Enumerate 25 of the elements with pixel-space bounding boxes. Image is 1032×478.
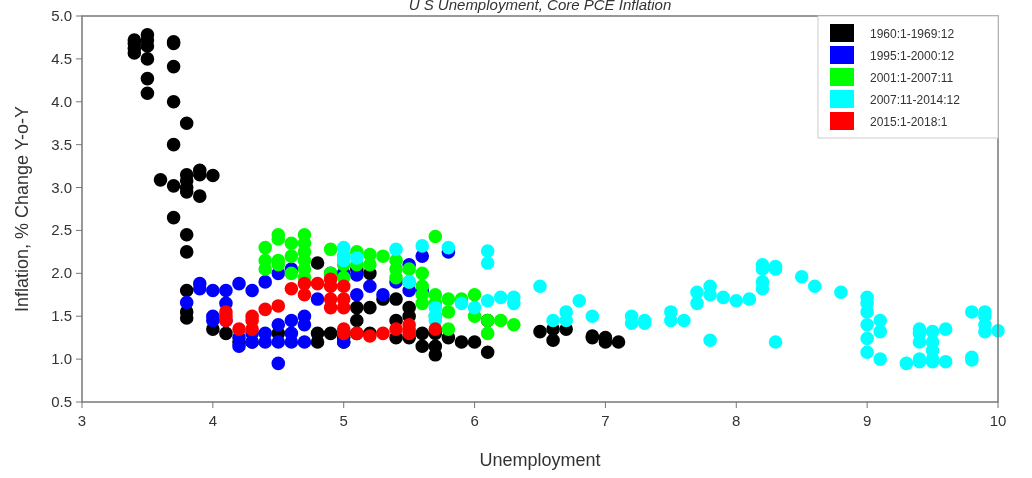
y-tick-label: 4.5 (51, 49, 72, 67)
x-tick-label: 9 (862, 412, 872, 429)
x-tick-label: 8 (732, 412, 741, 429)
legend-label: 1960:1-1969:12 (870, 27, 955, 41)
y-tick-label: 5.0 (51, 7, 72, 24)
x-axis-title: Unemployment (479, 450, 601, 470)
y-tick-label: 4.0 (51, 92, 72, 110)
legend-label: 2001:1-2007:11 (870, 71, 954, 85)
legend-label: 1995:1-2000:12 (870, 49, 955, 63)
x-tick-label: 7 (601, 412, 610, 429)
y-tick-label: 0.5 (51, 393, 72, 410)
y-tick-label: 2.0 (51, 264, 72, 282)
y-tick-label: 1.0 (51, 350, 72, 368)
y-tick-label: 3.0 (51, 178, 72, 196)
x-tick-label: 10 (989, 412, 1007, 429)
legend-label: 2007:11-2014:12 (870, 93, 961, 107)
y-tick-label: 1.5 (51, 307, 72, 325)
y-axis-title: Inflation, % Change Y-o-Y (12, 105, 32, 313)
x-tick-label: 4 (208, 412, 218, 429)
y-tick-label: 2.5 (51, 221, 72, 239)
x-tick-label: 5 (339, 412, 348, 429)
x-tick-label: 3 (77, 412, 87, 429)
x-tick-label: 6 (470, 412, 479, 429)
y-tick-label: 3.5 (51, 135, 72, 153)
legend-label: 2015:1-2018:1 (870, 115, 948, 129)
